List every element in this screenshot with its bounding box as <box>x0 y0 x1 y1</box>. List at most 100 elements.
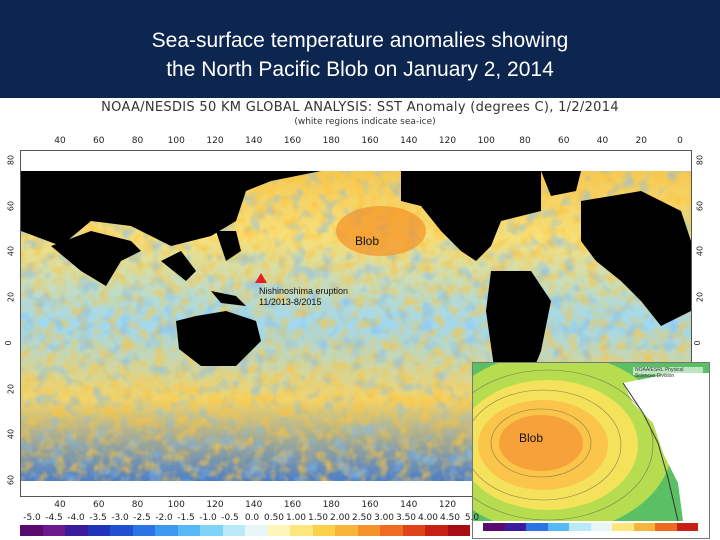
colorbar-swatch <box>380 525 403 536</box>
colorbar-tick: 4.00 <box>417 513 439 523</box>
land-africa-europe <box>581 191 691 326</box>
colorbar-tick: 0.50 <box>263 513 285 523</box>
colorbar-tick: 3.50 <box>395 513 417 523</box>
land-new-guinea <box>211 291 246 306</box>
colorbar-tick: -2.0 <box>155 513 173 523</box>
longitude-tick: 60 <box>93 500 105 510</box>
longitude-tick: 100 <box>477 136 495 146</box>
inset-blob-map: NOAA/ESRL Physical Sciences Division Blo… <box>472 362 710 539</box>
longitude-tick: 140 <box>400 500 418 510</box>
colorbar-tick-labels: -5.0 -4.5 -4.0 -3.5 -3.0 -2.5 -2.0 -1.5 -1.0 -0.5… <box>20 513 480 524</box>
longitude-tick: 180 <box>322 500 340 510</box>
longitude-tick: 60 <box>93 136 105 146</box>
colorbar-swatch <box>335 525 358 536</box>
latitude-tick: 60 <box>6 200 16 211</box>
latitude-tick: 20 <box>695 292 705 303</box>
latitude-axis-left: 80 60 40 20 0 20 40 60 <box>4 150 20 495</box>
longitude-tick: 80 <box>131 136 144 146</box>
longitude-tick: 160 <box>361 500 379 510</box>
inset-land <box>623 373 709 521</box>
latitude-tick: 40 <box>6 429 16 440</box>
colorbar-swatch <box>222 525 245 536</box>
longitude-tick: 40 <box>596 136 609 146</box>
colorbar-tick: -1.5 <box>177 513 195 523</box>
colorbar-tick: 2.00 <box>329 513 351 523</box>
longitude-tick: 40 <box>54 500 66 510</box>
colorbar-swatch <box>177 525 200 536</box>
longitude-tick: 120 <box>206 500 224 510</box>
colorbar-tick: 4.50 <box>439 513 461 523</box>
colorbar-swatch <box>267 525 290 536</box>
longitude-tick: 80 <box>131 500 144 510</box>
latitude-tick: 40 <box>695 246 705 257</box>
colorbar-tick: -1.0 <box>199 513 217 523</box>
title-line-2: the North Pacific Blob on January 2, 201… <box>166 58 554 81</box>
latitude-tick: 80 <box>695 154 705 166</box>
map-subheader: (white regions indicate sea-ice) <box>294 117 436 127</box>
colorbar-swatch <box>425 525 448 536</box>
longitude-tick: 20 <box>635 136 647 146</box>
colorbar-swatch <box>87 525 110 536</box>
longitude-tick: 140 <box>400 136 418 146</box>
title-bar <box>0 0 720 98</box>
latitude-tick: 60 <box>695 200 705 211</box>
colorbar-tick: 1.00 <box>285 513 307 523</box>
longitude-tick: 160 <box>361 136 379 146</box>
colorbar-swatch <box>110 525 133 536</box>
slide-title: Sea-surface temperature anomalies showin… <box>0 26 720 84</box>
land-eurasia <box>21 171 321 246</box>
land-southeast-asia <box>161 251 196 281</box>
colorbar-tick: -3.0 <box>111 513 129 523</box>
colorbar-tick: -3.5 <box>89 513 107 523</box>
eruption-label-line-1: Nishinoshima eruption <box>259 286 349 296</box>
land-north-america <box>401 171 541 261</box>
colorbar-swatch <box>200 525 223 536</box>
inset-colorbar-swatch <box>526 523 548 531</box>
anomaly-colorbar <box>20 525 470 536</box>
colorbar-tick: 3.00 <box>373 513 395 523</box>
longitude-tick: 60 <box>558 136 570 146</box>
colorbar-swatch <box>290 525 313 536</box>
longitude-tick: 120 <box>438 136 457 146</box>
inset-colorbar-swatch <box>612 523 634 531</box>
longitude-tick: 0 <box>677 136 683 146</box>
inset-colorbar-swatch <box>590 523 612 531</box>
land-australia <box>176 311 261 366</box>
colorbar-tick: 1.50 <box>307 513 329 523</box>
eruption-label-line-2: 11/2013-8/2015 <box>259 297 322 307</box>
land-japan <box>216 231 241 261</box>
blob-warm-patch <box>336 206 426 256</box>
colorbar-tick: 0.0 <box>244 513 260 523</box>
inset-map-graphic <box>473 363 709 533</box>
inset-colorbar-swatch <box>676 523 698 531</box>
sea-ice-arctic <box>21 151 691 171</box>
map-header: NOAA/NESDIS 50 KM GLOBAL ANALYSIS: SST A… <box>101 100 619 115</box>
colorbar-swatch <box>20 525 43 536</box>
inset-colorbar-swatch <box>655 523 677 531</box>
longitude-tick: 140 <box>245 136 263 146</box>
longitude-tick: 160 <box>283 136 302 146</box>
colorbar-tick: -4.5 <box>45 513 63 523</box>
inset-colorbar-swatch <box>633 523 655 531</box>
inset-colorbar-swatch <box>483 523 505 531</box>
latitude-tick: 0 <box>4 340 14 346</box>
colorbar-swatch <box>312 525 335 536</box>
colorbar-swatch <box>357 525 380 536</box>
colorbar-tick: 2.50 <box>351 513 373 523</box>
colorbar-tick: -0.5 <box>221 513 239 523</box>
latitude-tick: 20 <box>6 292 16 303</box>
latitude-tick: 20 <box>6 383 16 394</box>
eruption-annotation: Nishinoshima eruption 11/2013-8/2015 <box>259 286 348 308</box>
inset-colorbar <box>483 523 698 531</box>
longitude-tick: 100 <box>167 500 185 510</box>
colorbar-swatch <box>132 525 155 536</box>
title-line-1: Sea-surface temperature anomalies showin… <box>151 29 569 52</box>
colorbar-tick: -4.0 <box>67 513 85 523</box>
eruption-marker <box>255 273 267 283</box>
colorbar-swatch <box>42 525 65 536</box>
inset-colorbar-swatch <box>504 523 526 531</box>
colorbar-swatch <box>447 525 470 536</box>
longitude-tick: 140 <box>245 500 263 510</box>
inset-colorbar-swatch <box>569 523 591 531</box>
inset-colorbar-swatch <box>547 523 569 531</box>
